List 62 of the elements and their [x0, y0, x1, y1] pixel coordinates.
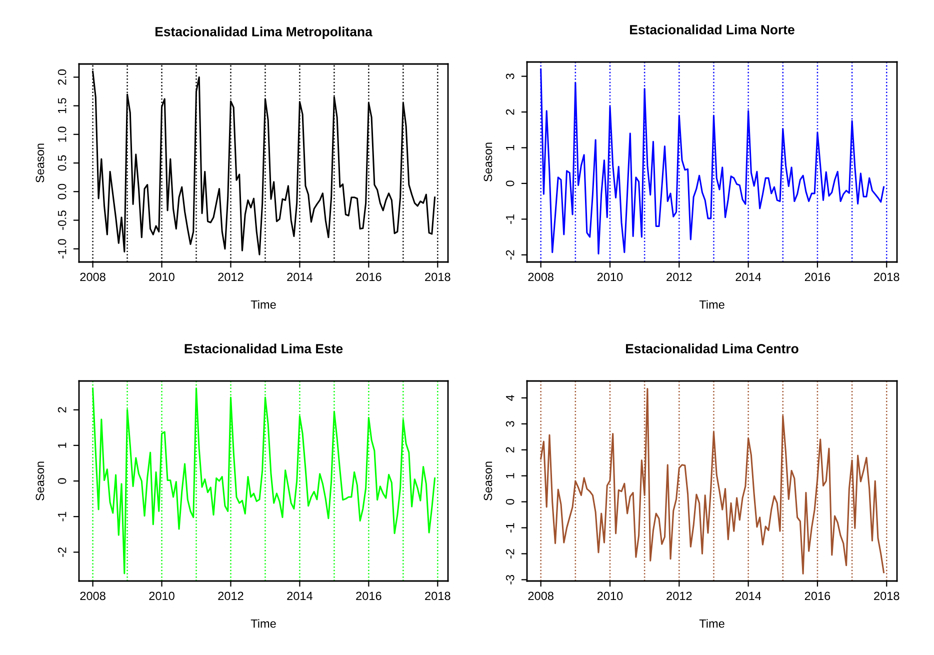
x-tick-label: 2010: [149, 592, 174, 600]
y-axis-title: Season: [484, 142, 492, 182]
chart-title: Estacionalidad Lima Centro: [626, 344, 798, 354]
x-tick-label: 2018: [425, 592, 450, 600]
x-tick-label: 2014: [736, 272, 762, 282]
x-tick-label: 2010: [149, 272, 174, 282]
x-tick-label: 2014: [736, 592, 762, 600]
y-tick-label: 1: [506, 145, 514, 150]
x-tick-label: 2008: [528, 272, 554, 282]
x-tick-label: 2008: [80, 592, 106, 600]
x-tick-label: 2012: [218, 272, 244, 282]
y-axis-title: Season: [36, 144, 44, 182]
y-tick-label: -0.5: [58, 210, 66, 230]
y-tick-label: 1.0: [58, 126, 66, 142]
x-axis-title: Time: [250, 300, 276, 309]
y-tick-label: 1: [58, 442, 66, 448]
x-tick-label: 2016: [356, 272, 382, 282]
chart-title: Estacionalidad Lima Norte: [630, 24, 794, 34]
x-tick-label: 2012: [218, 592, 244, 600]
y-tick-label: -1.0: [58, 239, 66, 258]
y-tick-label: 0: [506, 180, 514, 186]
y-tick-label: 3: [506, 74, 514, 80]
x-axis-title: Time: [250, 619, 276, 628]
y-tick-label: 2: [506, 447, 514, 453]
y-tick-label: 2.0: [58, 69, 66, 85]
x-tick-label: 2008: [528, 592, 554, 600]
x-tick-label: 2018: [425, 272, 450, 282]
x-tick-label: 2012: [666, 592, 692, 600]
y-tick-label: 0.5: [58, 155, 66, 171]
y-tick-label: 0: [58, 478, 66, 484]
x-tick-label: 2010: [597, 272, 623, 282]
x-tick-label: 2010: [597, 592, 623, 600]
y-tick-label: -1: [506, 523, 514, 532]
y-tick-label: 2: [506, 109, 514, 115]
x-axis-title: Time: [699, 619, 724, 628]
x-tick-label: 2014: [287, 592, 312, 600]
y-tick-label: 0: [506, 498, 514, 505]
x-tick-label: 2018: [874, 592, 900, 600]
x-tick-label: 2008: [80, 272, 106, 282]
x-tick-label: 2014: [287, 272, 312, 282]
x-tick-label: 2012: [666, 272, 692, 282]
y-tick-label: 1: [506, 473, 514, 478]
y-tick-label: 4: [506, 394, 514, 401]
x-tick-label: 2016: [804, 272, 830, 282]
x-tick-label: 2018: [874, 272, 900, 282]
y-tick-label: -2: [58, 548, 66, 557]
y-axis-title: Season: [484, 462, 492, 500]
x-tick-label: 2016: [356, 592, 382, 600]
y-tick-label: -3: [506, 574, 514, 584]
y-tick-label: -1: [58, 512, 66, 522]
chart-title: Estacionalidad Lima Este: [184, 344, 343, 354]
x-tick-label: 2016: [804, 592, 830, 600]
y-tick-label: -2: [506, 549, 514, 558]
chart-title: Estacionalidad Lima Metropolitana: [156, 26, 372, 39]
y-tick-label: 2: [58, 407, 66, 413]
y-tick-label: 0.0: [58, 184, 66, 200]
y-tick-label: -1: [506, 214, 514, 224]
y-axis-title: Season: [36, 462, 44, 500]
y-tick-label: -2: [506, 250, 514, 260]
y-tick-label: 3: [506, 421, 514, 427]
x-axis-title: Time: [699, 300, 724, 309]
y-tick-label: 1.5: [58, 98, 66, 114]
